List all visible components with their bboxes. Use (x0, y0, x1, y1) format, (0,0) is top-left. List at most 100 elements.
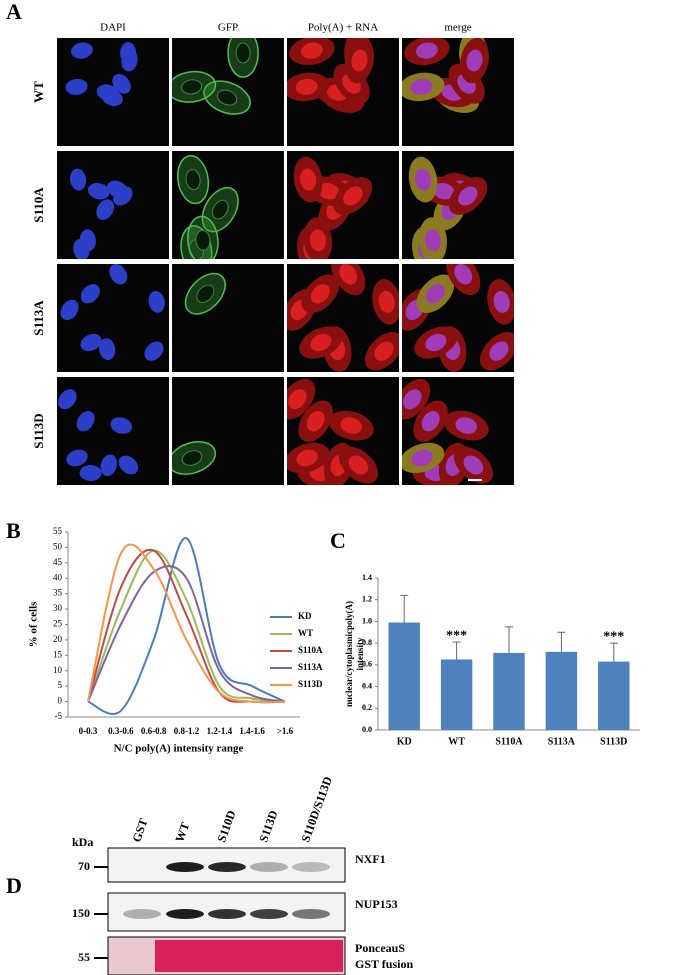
nucleus (306, 411, 325, 432)
row-label: WT (31, 81, 46, 103)
x-tick-label: 1.4-1.6 (239, 726, 265, 736)
cells (402, 379, 493, 485)
cells (402, 38, 489, 114)
y-tick-label: 0 (58, 696, 63, 706)
bar (493, 652, 525, 730)
micrograph (402, 264, 514, 372)
band (208, 862, 246, 872)
nucleus (110, 417, 133, 434)
series-line (87, 548, 286, 704)
nucleus (87, 182, 110, 200)
series-line (87, 565, 286, 703)
legend-label: S113D (298, 679, 323, 689)
nucleus (96, 199, 115, 220)
cells (172, 441, 216, 475)
column-header: merge (444, 22, 471, 34)
micrograph (287, 38, 399, 146)
nucleus (288, 389, 307, 410)
nucleus (424, 229, 441, 252)
nucleus (235, 42, 251, 64)
nucleus (121, 49, 138, 72)
panel-label: B (6, 518, 21, 543)
nucleus (351, 49, 368, 72)
x-axis-label: N/C poly(A) intensity range (114, 743, 244, 755)
significance: *** (603, 629, 624, 644)
nucleus (79, 464, 102, 481)
x-tick-label: 0.6-0.8 (141, 726, 167, 736)
column-header: DAPI (100, 22, 126, 34)
y-tick-label: 0.8 (362, 638, 372, 647)
row-label: S113A (31, 300, 46, 336)
micrograph (172, 151, 284, 259)
nucleus (65, 78, 88, 95)
nucleus (493, 290, 510, 313)
nucleus (211, 199, 229, 220)
y-tick-label: 0.4 (362, 681, 372, 690)
cells (293, 156, 373, 259)
nucleus (466, 49, 483, 72)
y-tick-label: 55 (53, 526, 63, 536)
y-tick-label: 50 (53, 541, 63, 551)
cells (287, 38, 374, 114)
y-tick-label: 40 (53, 572, 63, 582)
marker-label: 55 (78, 950, 90, 964)
y-axis-label: intensity (355, 637, 365, 671)
nucleus (348, 455, 369, 475)
y-tick-label: 35 (53, 588, 63, 598)
row-label: S110A (31, 187, 46, 223)
micrograph (287, 264, 399, 372)
nucleus (310, 284, 330, 304)
nucleus (455, 417, 478, 434)
y-tick-label: 10 (53, 665, 63, 675)
cells (65, 42, 138, 107)
cells (58, 389, 139, 481)
micrograph (172, 377, 284, 485)
nucleus (216, 89, 238, 106)
nucleus (58, 389, 77, 410)
nucleus (100, 454, 118, 477)
micrograph (172, 264, 284, 372)
column-header: Poly(A) + RNA (308, 22, 378, 34)
band (250, 909, 288, 919)
bar (388, 622, 420, 730)
nucleus (195, 229, 211, 251)
legend-label: WT (298, 628, 313, 638)
nucleus (339, 264, 358, 285)
marker-label: 150 (72, 906, 90, 920)
nucleus (374, 341, 394, 361)
micrograph (287, 377, 399, 485)
nucleus (80, 333, 102, 352)
blot-label: NXF1 (355, 852, 386, 866)
nucleus (71, 42, 93, 59)
micrograph (57, 38, 169, 146)
x-tick-label: 0.8-1.2 (174, 726, 200, 736)
legend-label: S110A (298, 645, 323, 655)
nucleus (343, 186, 363, 206)
legend-label: S113A (298, 662, 323, 672)
nucleus (148, 290, 165, 313)
nucleus (299, 168, 317, 191)
y-axis-label: nuclear/cytoplasmicpoly(A) (344, 601, 354, 707)
blot-label: NUP153 (355, 897, 398, 911)
nucleus (317, 182, 340, 200)
cells (287, 379, 378, 485)
bar (440, 659, 473, 730)
column-header: GFP (218, 22, 238, 34)
nucleus (301, 42, 323, 59)
nucleus (181, 79, 203, 95)
x-tick-label: >1.6 (277, 726, 294, 736)
band (250, 862, 288, 872)
nucleus (378, 290, 395, 313)
bar (598, 661, 630, 730)
x-tick-label: S113A (548, 736, 576, 747)
cells (402, 264, 514, 372)
cells (287, 264, 399, 372)
bar (545, 651, 578, 730)
nucleus (454, 264, 473, 285)
y-tick-label: 15 (53, 649, 63, 659)
cells (177, 155, 239, 259)
cells (408, 156, 488, 259)
x-tick-label: KD (397, 736, 412, 747)
nucleus (144, 341, 164, 361)
x-tick-label: WT (448, 736, 465, 747)
